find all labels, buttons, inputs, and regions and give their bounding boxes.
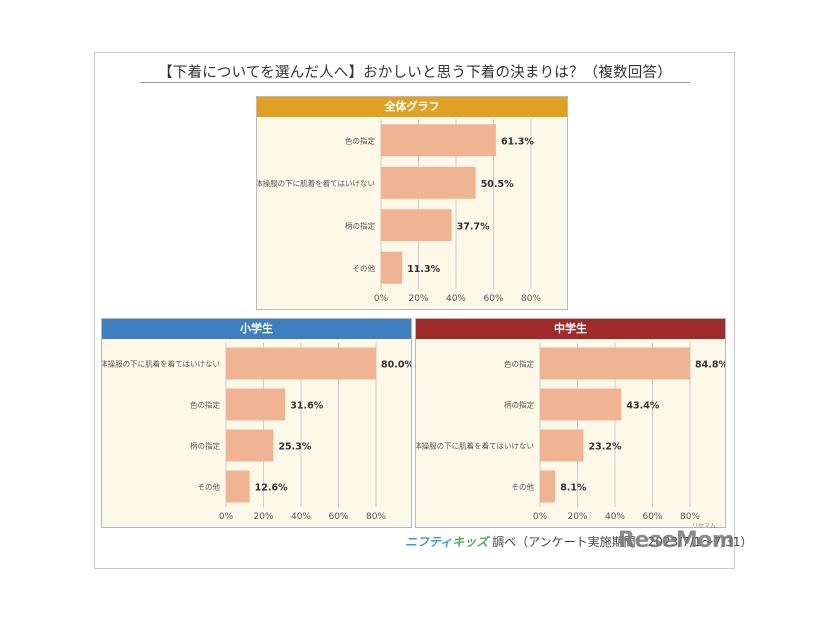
x-tick-label: 80% bbox=[366, 512, 386, 522]
overall-chart-plot: 0% 20% 40% 60% 80% 色の指定 61.3% 体操服の下に肌着を着てはいけない 5… bbox=[257, 119, 541, 304]
bar bbox=[381, 166, 476, 199]
x-tick-label: 60% bbox=[483, 294, 503, 304]
value-label: 84.8% bbox=[695, 360, 725, 371]
bar bbox=[540, 388, 622, 421]
bar bbox=[540, 347, 690, 380]
x-tick-label: 0% bbox=[374, 294, 389, 304]
bar bbox=[226, 470, 250, 503]
x-tick-label: 40% bbox=[446, 294, 466, 304]
credit-brand-nifty: ニフティ bbox=[405, 535, 453, 549]
bar bbox=[226, 429, 274, 462]
bar bbox=[381, 124, 496, 157]
bar bbox=[540, 429, 584, 462]
category-label: 柄の指定 bbox=[190, 441, 220, 451]
category-label: その他 bbox=[512, 482, 535, 492]
watermark-logo: ReseMom bbox=[618, 528, 735, 553]
elementary-chart-plot: 0% 20% 40% 60% 80% 体操服の下に肌着を着てはいけない 80.0% 色の指定 3… bbox=[102, 343, 411, 522]
credit-text: 調べ（アンケート実施期間：2023/7/1～7/31） bbox=[492, 535, 753, 549]
value-label: 80.0% bbox=[381, 360, 411, 371]
value-label: 25.3% bbox=[278, 442, 311, 453]
category-label: 色の指定 bbox=[190, 400, 220, 410]
value-label: 23.2% bbox=[589, 442, 622, 453]
category-label: 色の指定 bbox=[345, 135, 375, 145]
x-tick-label: 80% bbox=[521, 294, 541, 304]
x-tick-label: 0% bbox=[533, 512, 548, 522]
title-divider bbox=[140, 82, 690, 83]
category-label: その他 bbox=[353, 263, 376, 273]
value-label: 31.6% bbox=[290, 401, 323, 412]
chart-title: 【下着についてを選んだ人へ】おかしいと思う下着の決まりは？（複数回答） bbox=[158, 65, 672, 81]
junior-chart-header: 中学生 bbox=[416, 319, 725, 339]
bar bbox=[381, 251, 403, 284]
value-label: 8.1% bbox=[560, 483, 587, 494]
value-label: 61.3% bbox=[501, 136, 534, 147]
source-credit: ニフティキッズ 調べ（アンケート実施期間：2023/7/1～7/31） bbox=[405, 533, 753, 550]
value-label: 50.5% bbox=[481, 179, 514, 190]
category-label: 体操服の下に肌着を着てはいけない bbox=[257, 178, 375, 188]
value-label: 37.7% bbox=[457, 221, 490, 232]
x-tick-label: 80% bbox=[680, 512, 700, 522]
category-label: 柄の指定 bbox=[345, 220, 375, 230]
elementary-chart-header: 小学生 bbox=[102, 319, 411, 339]
overall-chart-panel: 全体グラフ 0% 20% 40% 60% 80% 色の指定 61.3% 体操服の下に肌着を着て… bbox=[256, 96, 568, 310]
category-label: 色の指定 bbox=[504, 359, 534, 369]
value-label: 43.4% bbox=[626, 401, 659, 412]
x-tick-label: 40% bbox=[291, 512, 311, 522]
x-tick-label: 20% bbox=[567, 512, 587, 522]
bar bbox=[226, 388, 286, 421]
bar bbox=[540, 470, 556, 503]
x-tick-label: 20% bbox=[408, 294, 428, 304]
x-tick-label: 20% bbox=[253, 512, 273, 522]
watermark-ruby: リセマム bbox=[692, 523, 717, 530]
overall-chart-header: 全体グラフ bbox=[257, 97, 567, 117]
x-tick-label: 60% bbox=[642, 512, 662, 522]
value-label: 12.6% bbox=[255, 483, 288, 494]
category-label: 体操服の下に肌着を着てはいけない bbox=[102, 359, 220, 369]
category-label: その他 bbox=[198, 482, 221, 492]
bar bbox=[381, 209, 452, 242]
category-label: 体操服の下に肌着を着てはいけない bbox=[416, 441, 534, 451]
x-tick-label: 40% bbox=[605, 512, 625, 522]
x-tick-label: 60% bbox=[328, 512, 348, 522]
bar bbox=[226, 347, 376, 380]
junior-chart-panel: 中学生 0% 20% 40% 60% 80% 色の指定 84.8% 柄の指定 43.4% 体操服の… bbox=[415, 318, 726, 528]
x-tick-label: 0% bbox=[219, 512, 234, 522]
value-label: 11.3% bbox=[407, 264, 440, 275]
junior-chart-plot: 0% 20% 40% 60% 80% 色の指定 84.8% 柄の指定 43.4% 体操服の下に肌着… bbox=[416, 343, 725, 522]
credit-brand-kids: キッズ bbox=[452, 535, 489, 549]
elementary-chart-panel: 小学生 0% 20% 40% 60% 80% 体操服の下に肌着を着てはいけない 80.0% 色… bbox=[101, 318, 412, 528]
category-label: 柄の指定 bbox=[504, 400, 534, 410]
